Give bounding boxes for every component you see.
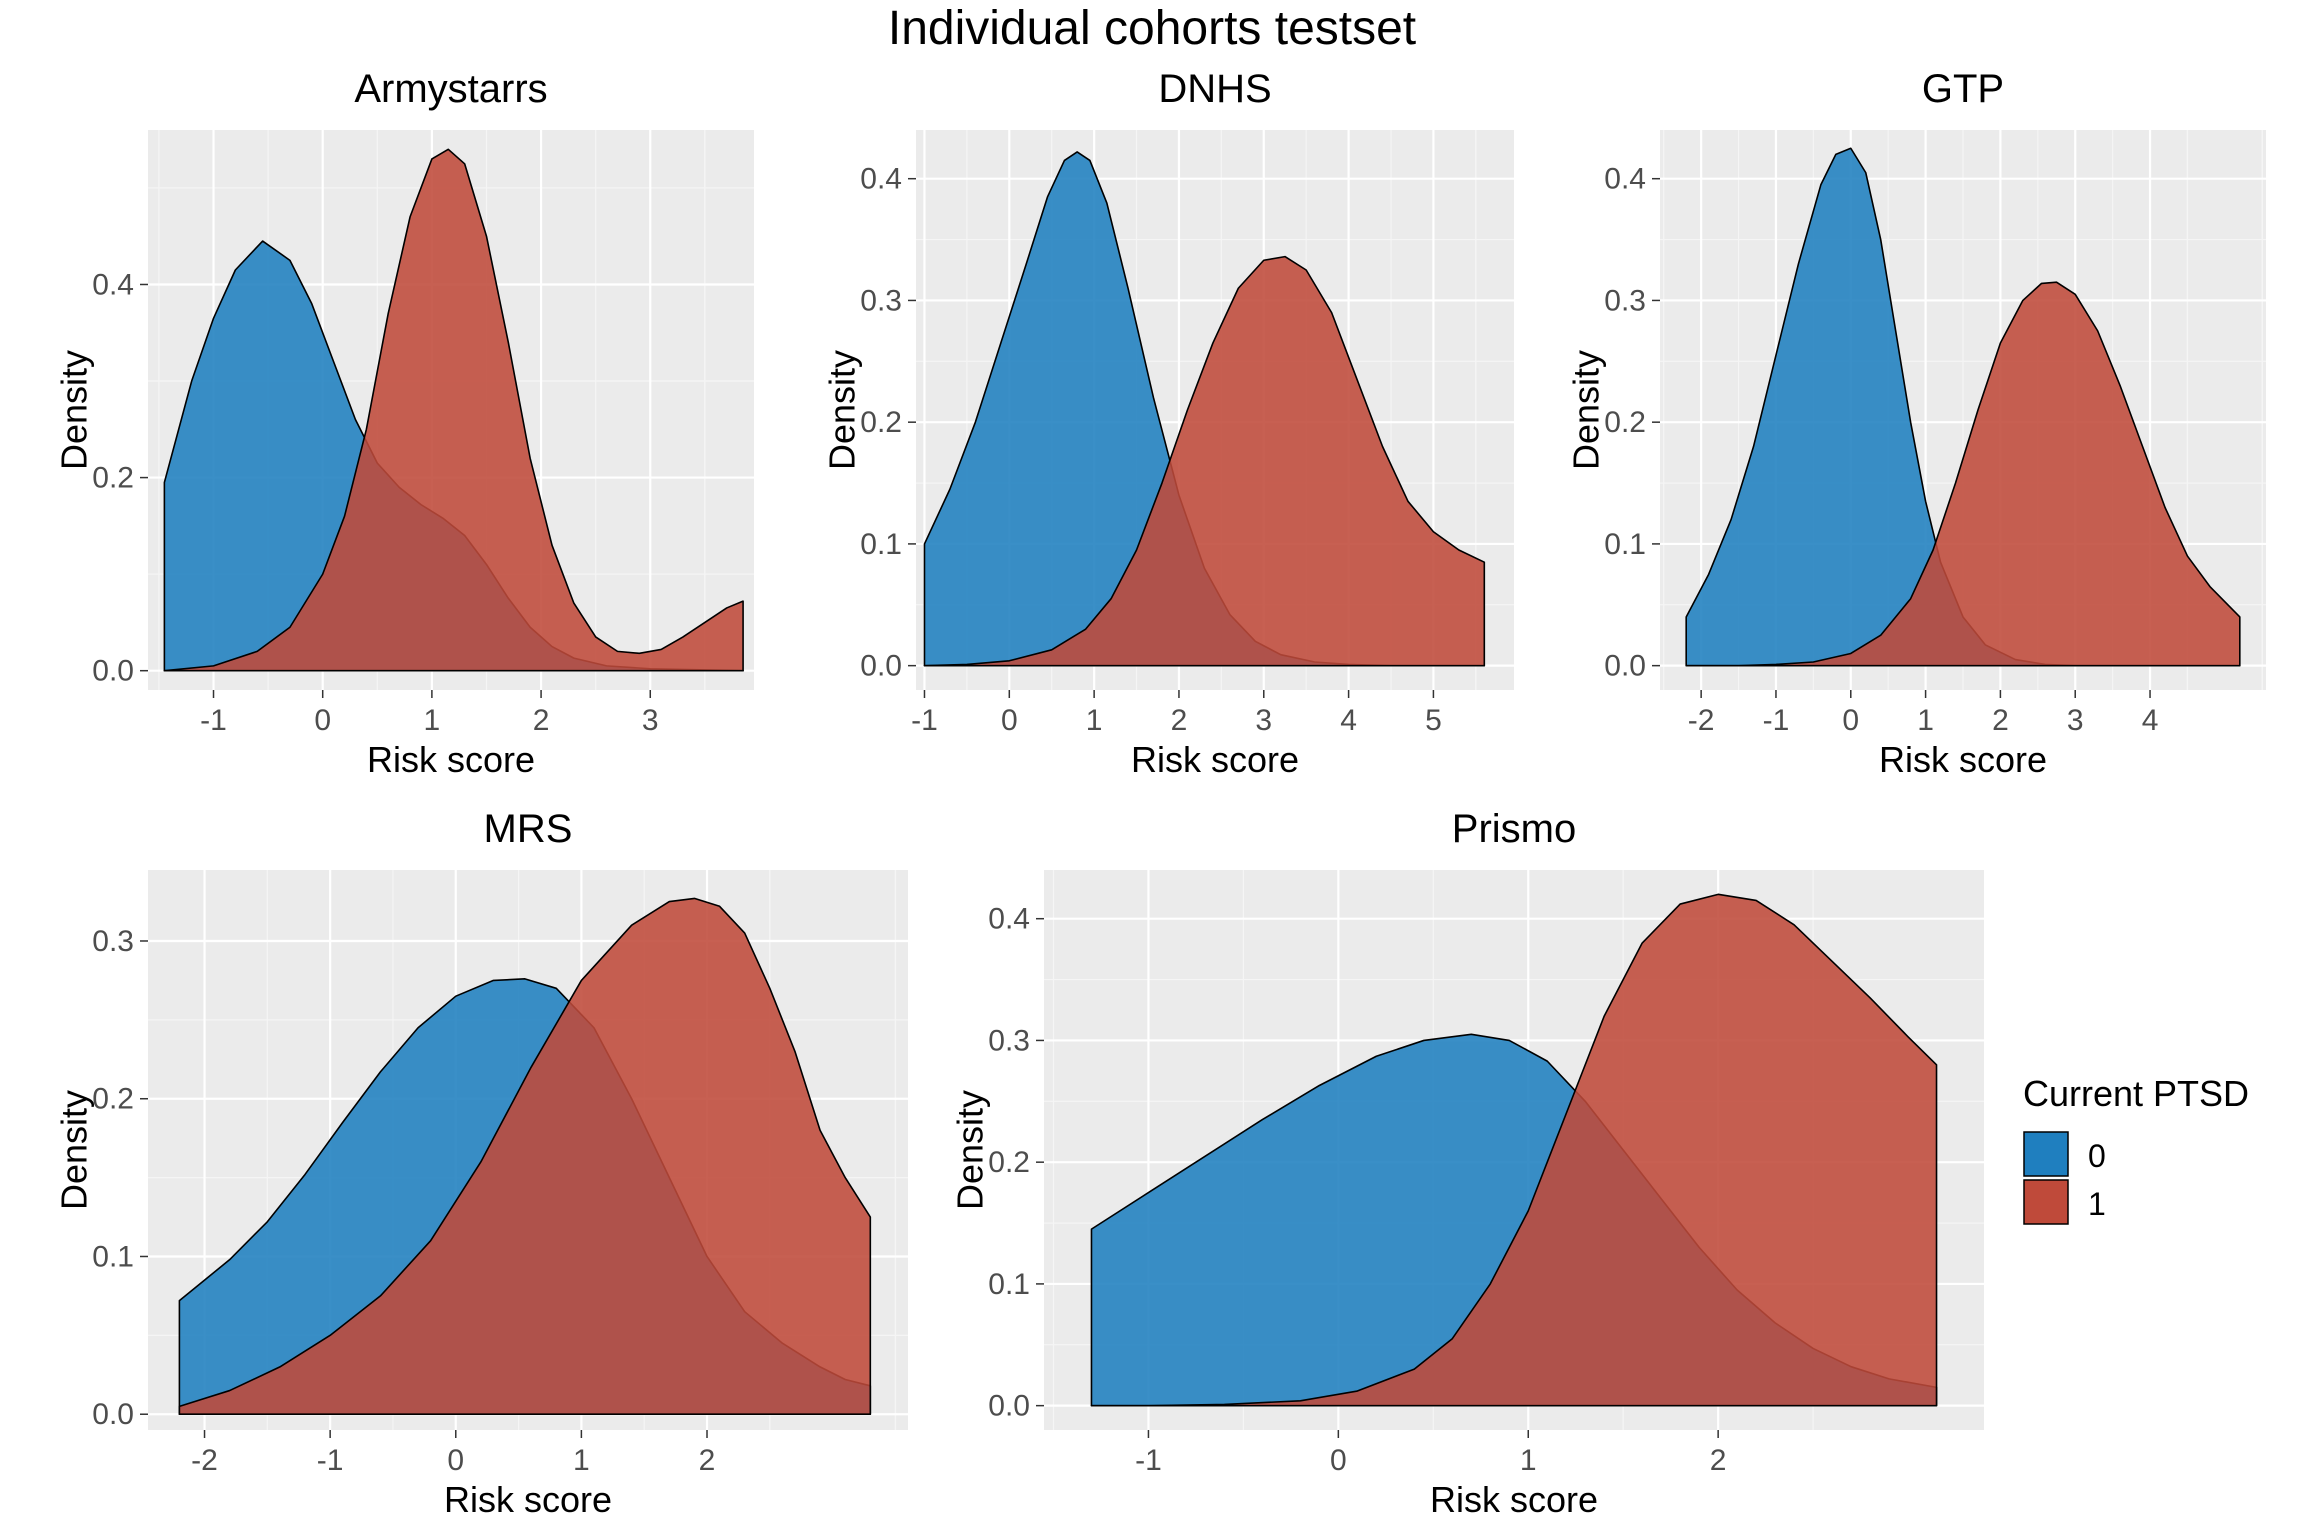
y-tick-label: 0.0 xyxy=(1604,650,1646,683)
y-tick-label: 0.3 xyxy=(1604,284,1646,317)
y-tick-label: 0.2 xyxy=(92,1083,134,1116)
x-tick-label: -1 xyxy=(200,704,227,737)
x-tick-label: 1 xyxy=(1917,704,1934,737)
x-tick-label: 0 xyxy=(314,704,331,737)
panel-title: Armystarrs xyxy=(354,67,547,111)
panel-dnhs: -1 0 1 2 3 4 5 0.0 0.1 0.2 0.3 0.4 DNHS Risk score Den… xyxy=(822,67,1514,780)
density-area-1 xyxy=(1090,893,1938,1407)
y-axis-label: Density xyxy=(950,1090,991,1210)
panel-mrs: -2 -1 0 1 2 0.0 0.1 0.2 0.3 MRS Risk score Density xyxy=(54,807,908,1520)
x-tick-label: 2 xyxy=(1171,704,1188,737)
x-tick-label: 3 xyxy=(1255,704,1272,737)
y-tick-label: 0.2 xyxy=(92,462,134,495)
x-axis-label: Risk score xyxy=(444,1479,612,1520)
y-tick-label: 0.4 xyxy=(92,268,134,301)
y-tick-label: 0.0 xyxy=(988,1390,1030,1423)
x-tick-label: 1 xyxy=(573,1444,590,1477)
x-tick-label: 1 xyxy=(424,704,441,737)
density-area-1 xyxy=(923,255,1486,667)
x-tick-label: 5 xyxy=(1425,704,1442,737)
legend: Current PTSD 0 1 xyxy=(2023,1073,2249,1225)
x-axis-label: Risk score xyxy=(1430,1479,1598,1520)
legend-label-1: 1 xyxy=(2088,1186,2106,1222)
panels: -1 0 1 2 3 0.0 0.2 0.4 Armystarrs Risk score Densi… xyxy=(54,67,2266,1520)
x-tick-label: 4 xyxy=(2142,704,2159,737)
x-axis-label: Risk score xyxy=(367,739,535,780)
x-tick-label: 0 xyxy=(1842,704,1859,737)
y-tick-label: 0.4 xyxy=(860,163,902,196)
x-tick-label: 2 xyxy=(533,704,550,737)
y-tick-label: 0.1 xyxy=(860,528,902,561)
x-tick-label: 2 xyxy=(1992,704,2009,737)
x-axis-label: Risk score xyxy=(1131,739,1299,780)
x-tick-label: -2 xyxy=(1688,704,1715,737)
x-tick-label: 0 xyxy=(1001,704,1018,737)
x-tick-label: 0 xyxy=(1330,1444,1347,1477)
x-tick-label: 2 xyxy=(699,1444,716,1477)
y-tick-label: 0.1 xyxy=(988,1268,1030,1301)
y-tick-label: 0.3 xyxy=(988,1024,1030,1057)
y-tick-label: 0.2 xyxy=(1604,406,1646,439)
y-tick-label: 0.0 xyxy=(92,1398,134,1431)
x-tick-label: 0 xyxy=(447,1444,464,1477)
density-area-1 xyxy=(178,897,872,1416)
legend-label-0: 0 xyxy=(2088,1138,2106,1174)
panel-title: DNHS xyxy=(1158,67,1271,111)
y-tick-label: 0.2 xyxy=(988,1146,1030,1179)
x-tick-label: -1 xyxy=(1135,1444,1162,1477)
y-tick-label: 0.3 xyxy=(92,925,134,958)
panel-title: MRS xyxy=(484,807,573,851)
density-area-1 xyxy=(1685,281,2241,667)
y-tick-label: 0.4 xyxy=(988,903,1030,936)
y-tick-label: 0.0 xyxy=(92,655,134,688)
x-tick-label: 1 xyxy=(1520,1444,1537,1477)
x-tick-label: -1 xyxy=(1763,704,1790,737)
x-tick-label: 2 xyxy=(1710,1444,1727,1477)
y-axis-label: Density xyxy=(1566,350,1607,470)
panel-gtp: -2 -1 0 1 2 3 4 0.0 0.1 0.2 0.3 0.4 GTP Risk score Den… xyxy=(1566,67,2266,780)
legend-key-1 xyxy=(2023,1179,2069,1225)
x-tick-label: 3 xyxy=(642,704,659,737)
panel-armystarrs: -1 0 1 2 3 0.0 0.2 0.4 Armystarrs Risk score Densi… xyxy=(54,67,754,780)
y-axis-label: Density xyxy=(54,350,95,470)
y-tick-label: 0.0 xyxy=(860,650,902,683)
legend-title: Current PTSD xyxy=(2023,1073,2249,1114)
x-tick-label: -2 xyxy=(191,1444,218,1477)
y-axis-label: Density xyxy=(54,1090,95,1210)
x-tick-label: 3 xyxy=(2067,704,2084,737)
x-tick-label: 1 xyxy=(1086,704,1103,737)
figure-title: Individual cohorts testset xyxy=(888,2,1416,55)
y-tick-label: 0.1 xyxy=(92,1240,134,1273)
panel-title: Prismo xyxy=(1452,807,1576,851)
y-tick-label: 0.4 xyxy=(1604,163,1646,196)
panel-prismo: -1 0 1 2 0.0 0.1 0.2 0.3 0.4 Prismo Risk score Dens… xyxy=(950,807,1984,1520)
y-axis-label: Density xyxy=(822,350,863,470)
y-tick-label: 0.2 xyxy=(860,406,902,439)
x-tick-label: -1 xyxy=(317,1444,344,1477)
x-tick-label: -1 xyxy=(911,704,938,737)
x-axis-label: Risk score xyxy=(1879,739,2047,780)
x-tick-label: 4 xyxy=(1340,704,1357,737)
y-tick-label: 0.1 xyxy=(1604,528,1646,561)
density-area-1 xyxy=(163,148,744,672)
legend-key-0 xyxy=(2023,1131,2069,1177)
y-tick-label: 0.3 xyxy=(860,284,902,317)
panel-title: GTP xyxy=(1922,67,2004,111)
